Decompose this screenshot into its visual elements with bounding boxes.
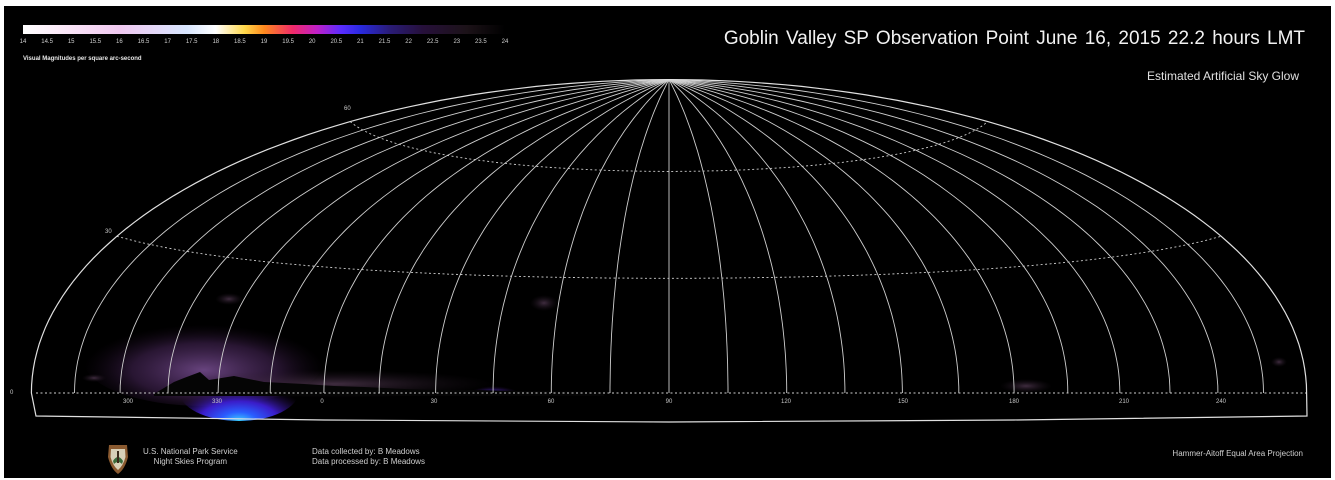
azimuth-label: 210 [1119, 399, 1130, 405]
azimuth-gridline [668, 79, 960, 393]
color-scale-tick: 19 [260, 39, 268, 45]
horizon-silhouette [154, 372, 604, 396]
azimuth-label: 60 [548, 399, 555, 405]
data-credit: Data collected by: B Meadows Data proces… [312, 447, 425, 467]
glow-region [215, 293, 243, 305]
azimuth-gridline [668, 79, 1171, 394]
color-scale-label: Visual Magnitudes per square arc-second [23, 56, 142, 62]
azimuth-gridline [167, 79, 670, 394]
color-scale-tick: 24 [501, 39, 509, 45]
azimuth-label: 0 [320, 399, 324, 405]
color-scale-tick: 15.5 [89, 39, 102, 45]
altitude-gridline [116, 235, 1222, 279]
agency-credit: U.S. National Park Service Night Skies P… [143, 447, 238, 467]
glow-region [530, 295, 558, 311]
glow-region [1271, 357, 1287, 367]
azimuth-label: 300 [123, 399, 134, 405]
azimuth-label: 330 [212, 399, 223, 405]
azimuth-gridline [435, 79, 670, 394]
color-scale-tick: 21 [357, 39, 364, 45]
color-scale-tick: 21.5 [378, 39, 391, 45]
azimuth-label: 150 [898, 399, 909, 405]
azimuth-label: 180 [1009, 399, 1020, 405]
color-scale-tick: 17.5 [185, 39, 198, 45]
data-collected: Data collected by: B Meadows [312, 447, 420, 456]
azimuth-label: 240 [1216, 399, 1227, 405]
color-scale-tick: 14.5 [41, 39, 53, 45]
azimuth-gridline [668, 79, 1264, 394]
hemisphere-outline [30, 78, 1308, 423]
azimuth-label: 120 [781, 399, 792, 405]
azimuth-gridline [668, 79, 788, 393]
color-scale-tick: 16 [116, 39, 123, 45]
azimuth-gridline [378, 79, 670, 393]
projection-label: Hammer-Aitoff Equal Area Projection [1172, 449, 1303, 458]
agency-name: U.S. National Park Service [143, 447, 238, 456]
azimuth-gridline [668, 79, 903, 394]
color-scale-tick: 18.5 [234, 39, 246, 45]
color-scale-ticks: 14 14.5 15 15.5 16 16.5 17 17.5 18 18.5 19 19.5 20 20… [19, 39, 509, 49]
glow-region [1000, 379, 1052, 393]
azimuth-gridline [668, 79, 846, 393]
azimuth-gridline [217, 79, 670, 394]
color-scale-tick: 19.5 [282, 39, 294, 45]
azimuth-gridline [668, 79, 729, 393]
azimuth-gridline [668, 79, 1069, 394]
azimuth-labels: 300 330 0 30 60 90 120 150 180 210 240 [123, 399, 1227, 405]
color-scale-tick: 15 [67, 39, 75, 45]
color-scale-tick: 23 [453, 39, 461, 45]
azimuth-gridline [74, 79, 670, 394]
magnitude-color-scale [23, 25, 505, 34]
altitude-label: 60 [344, 106, 351, 112]
azimuth-label: 30 [431, 399, 438, 405]
altitude-gridline [349, 121, 989, 172]
altitude-labels: 60 30 0 [10, 106, 351, 396]
color-scale-tick: 22.5 [426, 39, 439, 45]
color-scale-tick: 18 [212, 39, 220, 45]
azimuth-gridline [668, 79, 1219, 394]
sky-glow-layer [82, 293, 1287, 421]
azimuth-gridline [323, 79, 670, 394]
color-scale-tick: 23.5 [475, 39, 487, 45]
altitude-label: 0 [10, 390, 14, 396]
skyglow-panel: 60 30 0 300 330 0 30 60 90 120 150 180 210 240 Gobli… [4, 6, 1331, 478]
glow-region [82, 374, 106, 382]
page-title: Goblin Valley SP Observation Point June … [723, 28, 1305, 49]
azimuth-gridline [609, 79, 670, 393]
azimuth-gridline [668, 79, 1015, 394]
color-scale-tick: 16.5 [137, 39, 150, 45]
program-name: Night Skies Program [153, 457, 228, 466]
color-scale-tick: 17 [164, 39, 171, 45]
azimuth-gridline [269, 79, 670, 394]
map-subtitle: Estimated Artificial Sky Glow [1146, 69, 1299, 83]
azimuth-gridline [668, 79, 1121, 394]
color-scale-tick: 14 [19, 39, 27, 45]
azimuth-gridline [492, 79, 670, 393]
data-processed: Data processed by: B Meadows [312, 457, 425, 466]
azimuth-gridline [119, 79, 670, 394]
coordinate-grid [36, 79, 1309, 394]
altitude-label: 30 [105, 229, 112, 235]
color-scale-tick: 20.5 [330, 39, 343, 45]
azimuth-gridline [550, 79, 670, 393]
color-scale-tick: 22 [405, 39, 412, 45]
nps-arrowhead-icon [108, 445, 128, 474]
azimuth-label: 90 [666, 399, 673, 405]
color-scale-tick: 20 [308, 39, 316, 45]
